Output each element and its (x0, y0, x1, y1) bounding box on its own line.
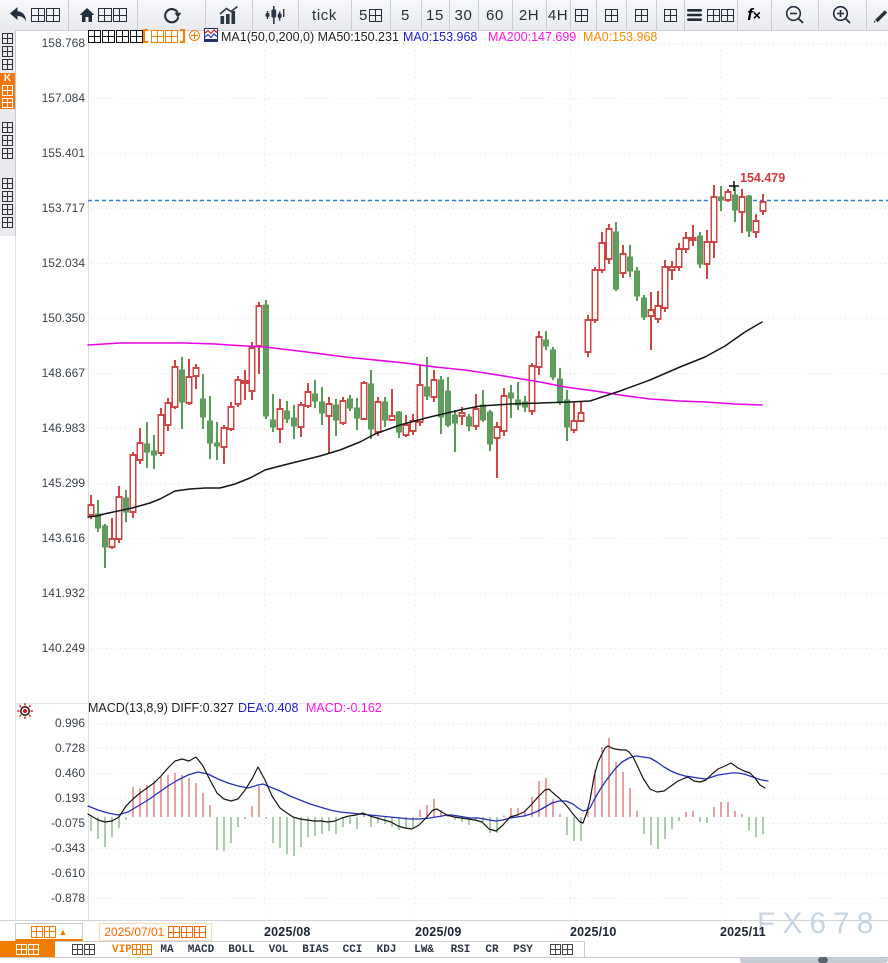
svg-text:154.479: 154.479 (740, 171, 785, 185)
